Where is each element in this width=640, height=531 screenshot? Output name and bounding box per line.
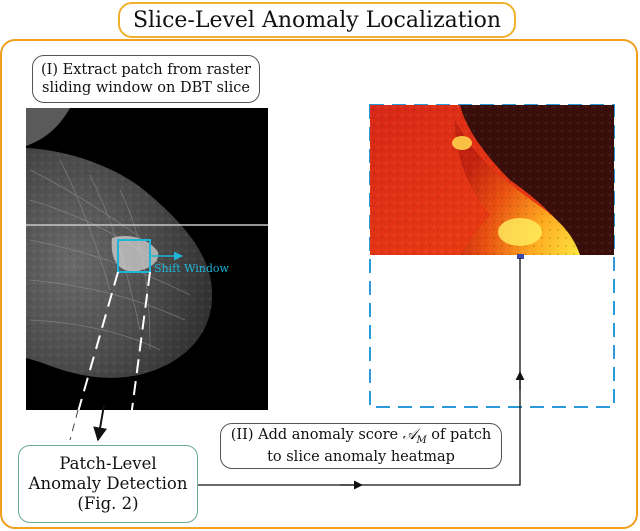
outer-frame bbox=[0, 39, 638, 529]
add-anomaly-score-line2: to slice anomaly heatmap bbox=[267, 448, 455, 465]
patch-detection-line2: Anomaly Detection bbox=[28, 474, 188, 494]
score-connector bbox=[198, 258, 521, 486]
add-anomaly-score-suffix: of patch bbox=[426, 427, 492, 444]
anomaly-heatmap bbox=[370, 105, 614, 259]
add-anomaly-score-prefix: (II) Add anomaly score bbox=[230, 427, 403, 444]
add-anomaly-score-line1: (II) Add anomaly score 𝒜M of patch bbox=[231, 426, 491, 447]
projection-lines bbox=[69, 271, 151, 441]
patch-detection-line1: Patch-Level bbox=[59, 454, 157, 474]
add-anomaly-score-label: (II) Add anomaly score 𝒜M of patch to sl… bbox=[220, 423, 502, 469]
patch-input-arrow bbox=[93, 404, 108, 442]
patch-detection-line3: (Fig. 2) bbox=[77, 493, 139, 513]
shift-window-label: Shift Window bbox=[154, 262, 230, 275]
patch-level-anomaly-detection-box: Patch-Level Anomaly Detection (Fig. 2) bbox=[18, 445, 198, 523]
projection-line-lower-left bbox=[69, 409, 79, 441]
anomaly-score-subscript: M bbox=[416, 435, 427, 447]
dbt-slice-image bbox=[26, 108, 268, 410]
extract-patch-line2: sliding window on DBT slice bbox=[42, 80, 250, 96]
extract-patch-label: (I) Extract patch from raster sliding wi… bbox=[32, 55, 260, 103]
anomaly-score-symbol: 𝒜 bbox=[402, 427, 417, 444]
diagram-title: Slice-Level Anomaly Localization bbox=[118, 2, 516, 38]
extract-patch-line1: (I) Extract patch from raster bbox=[41, 61, 251, 78]
